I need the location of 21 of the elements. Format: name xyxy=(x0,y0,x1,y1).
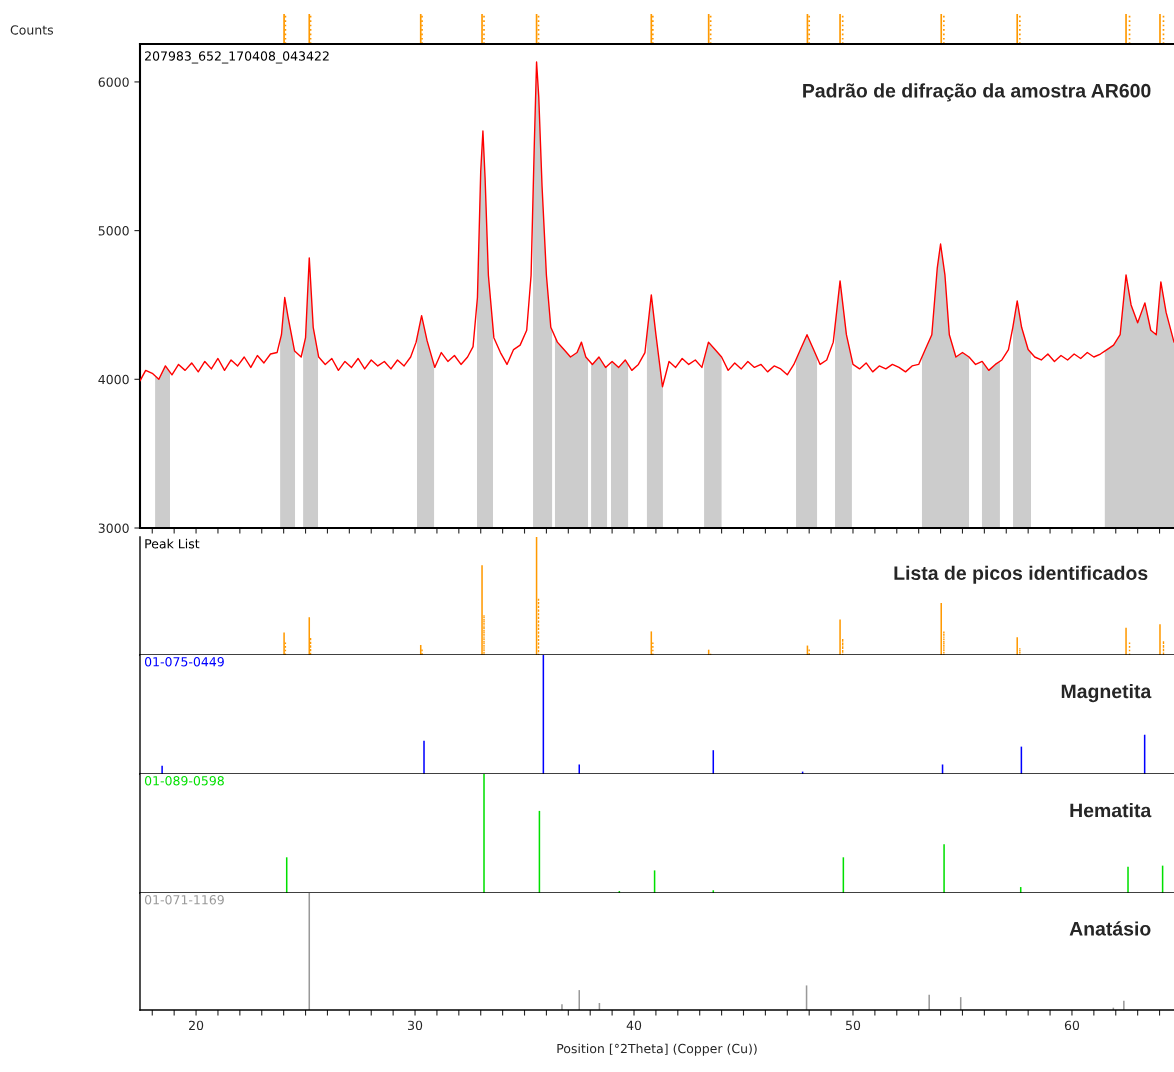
x-tick-label: 20 xyxy=(189,1020,204,1031)
x-tick-label: 30 xyxy=(408,1020,423,1031)
y-tick-label: 5000 xyxy=(98,226,129,236)
y-tick-label: 3000 xyxy=(98,523,129,533)
chart-subtitle: 01-075-0449 xyxy=(144,657,224,667)
y-tick-label: 6000 xyxy=(98,77,129,87)
x-tick-label: 50 xyxy=(845,1020,861,1031)
y-axis-title: Counts xyxy=(10,25,54,35)
text: 207983_652_170408_043422 xyxy=(145,51,329,64)
text: Hematita xyxy=(1070,803,1152,818)
text: Lista de picos identificados xyxy=(894,565,1148,584)
chart-subtitle: 01-071-1169 xyxy=(144,894,224,905)
chart-subtitle: Peak List xyxy=(145,538,200,549)
text: Anatásio xyxy=(1069,921,1151,936)
text: Magnetita xyxy=(1061,683,1152,703)
chart-subtitle: 01-089-0598 xyxy=(144,776,224,786)
text: Padrão de difração da amostra AR600 xyxy=(803,83,1151,102)
x-tick-label: 60 xyxy=(1064,1020,1080,1031)
x-axis-title: Position [°2Theta] (Copper (Cu)) xyxy=(557,1043,757,1056)
y-tick-label: 4000 xyxy=(98,374,129,385)
x-tick-label: 40 xyxy=(626,1020,642,1031)
